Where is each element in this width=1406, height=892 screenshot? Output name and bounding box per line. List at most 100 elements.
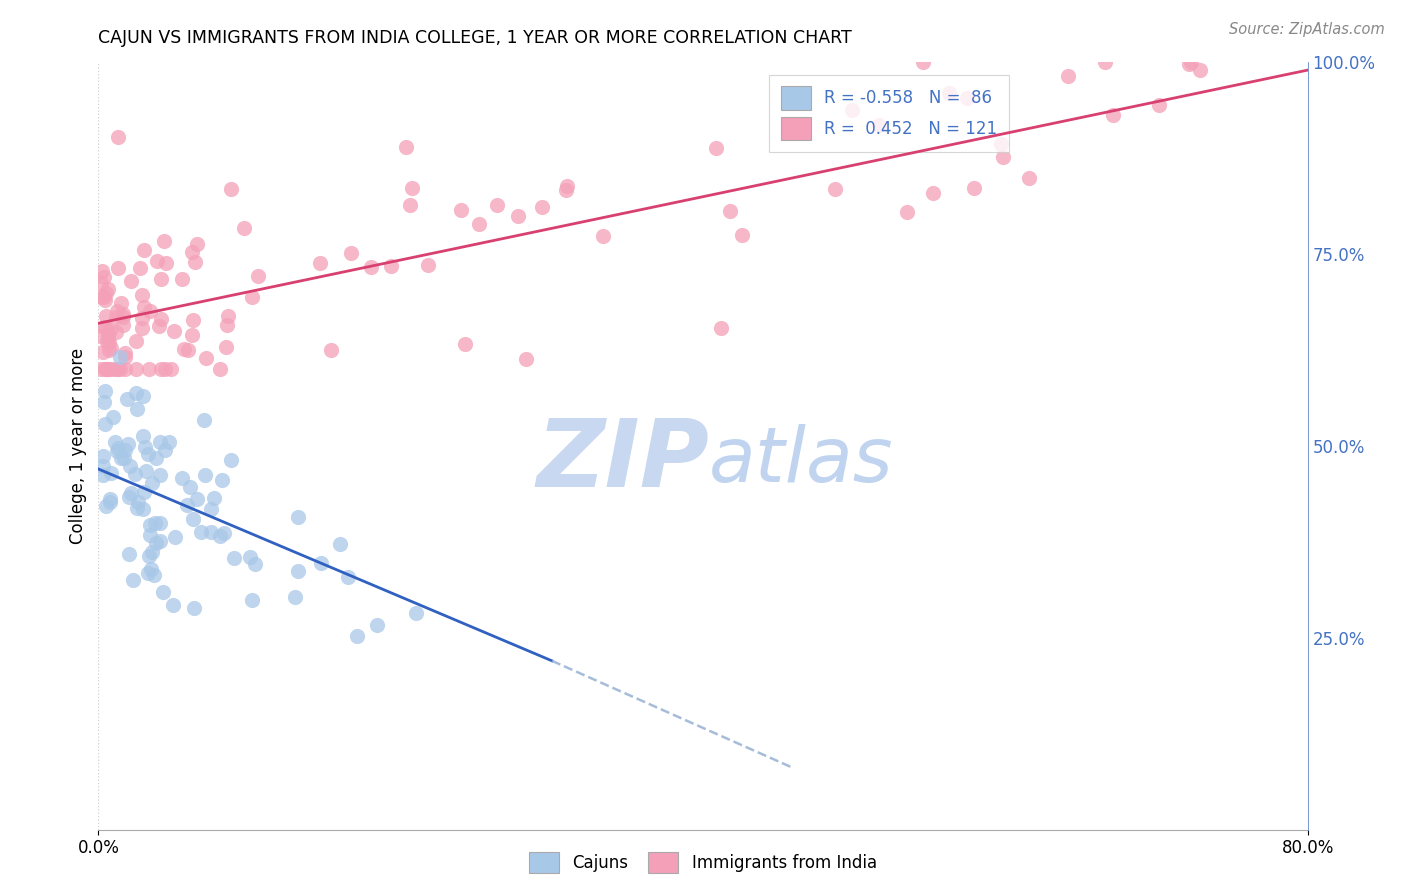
Point xyxy=(395,140,418,154)
Point xyxy=(149,468,172,483)
Point xyxy=(111,310,134,325)
Point xyxy=(93,417,115,431)
Point xyxy=(160,362,183,376)
Point xyxy=(1057,69,1080,83)
Point xyxy=(107,261,129,276)
Point xyxy=(515,352,537,367)
Point xyxy=(141,476,163,491)
Point xyxy=(183,313,205,327)
Point xyxy=(177,343,200,357)
Point xyxy=(209,529,232,543)
Point xyxy=(450,202,472,217)
Point xyxy=(114,350,136,364)
Point xyxy=(91,449,114,463)
Point xyxy=(704,141,727,155)
Point xyxy=(117,437,139,451)
Point xyxy=(96,286,118,301)
Point xyxy=(138,518,160,533)
Point xyxy=(96,499,118,513)
Point xyxy=(240,290,263,304)
Point xyxy=(217,309,239,323)
Point xyxy=(97,362,120,376)
Point xyxy=(453,337,475,351)
Point xyxy=(98,494,121,508)
Point xyxy=(141,544,163,558)
Point xyxy=(211,474,233,488)
Point xyxy=(956,91,979,105)
Point xyxy=(97,343,120,357)
Point xyxy=(131,320,153,334)
Point xyxy=(246,269,269,284)
Point xyxy=(114,362,136,376)
Point xyxy=(239,550,262,565)
Point xyxy=(416,258,439,272)
Point xyxy=(100,323,122,337)
Point xyxy=(114,442,136,457)
Point xyxy=(149,311,172,326)
Point xyxy=(329,537,352,551)
Point xyxy=(120,486,142,500)
Point xyxy=(122,573,145,587)
Point xyxy=(125,501,148,516)
Point xyxy=(93,394,115,409)
Point xyxy=(94,293,117,308)
Point xyxy=(731,227,754,242)
Point xyxy=(138,362,160,376)
Point xyxy=(93,319,115,334)
Point xyxy=(138,447,160,461)
Point xyxy=(179,480,201,494)
Point xyxy=(162,599,184,613)
Point xyxy=(186,492,208,507)
Point xyxy=(173,342,195,356)
Point xyxy=(555,178,578,193)
Point xyxy=(1177,56,1199,70)
Point xyxy=(91,467,114,482)
Point xyxy=(401,181,423,195)
Point xyxy=(202,491,225,505)
Point xyxy=(1018,171,1040,186)
Point xyxy=(149,435,172,450)
Point xyxy=(90,276,112,290)
Point xyxy=(93,270,115,285)
Point xyxy=(107,129,129,144)
Point xyxy=(115,392,138,406)
Point xyxy=(96,335,118,350)
Point xyxy=(1094,55,1116,70)
Point xyxy=(194,351,217,365)
Point xyxy=(110,451,132,466)
Point xyxy=(399,197,422,211)
Point xyxy=(131,288,153,302)
Point xyxy=(366,617,388,632)
Point xyxy=(1147,98,1170,112)
Point xyxy=(142,567,165,582)
Point xyxy=(176,499,198,513)
Point xyxy=(190,524,212,539)
Point xyxy=(339,245,361,260)
Point xyxy=(380,259,402,273)
Point xyxy=(110,296,132,310)
Point xyxy=(824,182,846,196)
Point xyxy=(124,334,146,348)
Point xyxy=(108,350,131,364)
Point xyxy=(181,327,204,342)
Point xyxy=(287,565,309,579)
Point xyxy=(108,362,131,376)
Point xyxy=(132,389,155,403)
Point xyxy=(97,282,120,296)
Point xyxy=(921,186,943,200)
Point xyxy=(118,490,141,504)
Point xyxy=(284,591,307,605)
Point xyxy=(143,516,166,531)
Point xyxy=(194,467,217,482)
Point xyxy=(183,600,205,615)
Point xyxy=(120,274,142,288)
Point xyxy=(98,492,121,507)
Point xyxy=(219,453,242,467)
Point xyxy=(131,311,153,326)
Point xyxy=(90,328,112,343)
Point xyxy=(1102,108,1125,122)
Point xyxy=(96,362,118,376)
Point xyxy=(118,459,141,474)
Text: CAJUN VS IMMIGRANTS FROM INDIA COLLEGE, 1 YEAR OR MORE CORRELATION CHART: CAJUN VS IMMIGRANTS FROM INDIA COLLEGE, … xyxy=(98,29,852,47)
Point xyxy=(530,200,553,214)
